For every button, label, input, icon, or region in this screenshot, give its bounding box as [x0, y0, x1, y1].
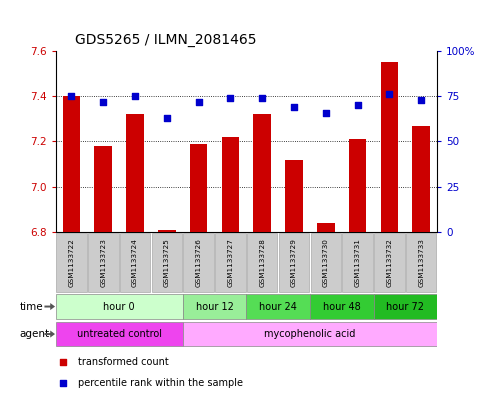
Point [290, 104, 298, 110]
Bar [190, 144, 207, 232]
Text: hour 48: hour 48 [323, 301, 361, 312]
Text: GSM1133724: GSM1133724 [132, 238, 138, 287]
Bar [279, 233, 309, 292]
Text: GSM1133731: GSM1133731 [355, 238, 361, 287]
Bar [317, 223, 335, 232]
Bar [342, 233, 373, 292]
Text: hour 72: hour 72 [386, 301, 425, 312]
Point [131, 93, 139, 99]
Bar [285, 160, 303, 232]
Text: GSM1133728: GSM1133728 [259, 238, 265, 287]
Text: untreated control: untreated control [77, 329, 162, 339]
Bar [56, 321, 183, 347]
Bar [311, 233, 341, 292]
Bar [412, 126, 430, 232]
Bar [88, 233, 118, 292]
Text: GSM1133729: GSM1133729 [291, 238, 297, 287]
Bar [254, 114, 271, 232]
Text: GSM1133723: GSM1133723 [100, 238, 106, 287]
Text: GSM1133732: GSM1133732 [386, 238, 392, 287]
Bar [349, 139, 367, 232]
Bar [183, 321, 437, 347]
Text: GSM1133733: GSM1133733 [418, 238, 424, 287]
Text: mycophenolic acid: mycophenolic acid [264, 329, 355, 339]
Point [99, 99, 107, 105]
Bar [152, 233, 182, 292]
Point [163, 115, 170, 121]
Bar [158, 230, 176, 232]
Bar [222, 137, 239, 232]
Point [322, 109, 330, 116]
Point [59, 380, 67, 386]
Bar [184, 233, 214, 292]
Point [258, 95, 266, 101]
Bar [247, 233, 278, 292]
Bar [374, 233, 405, 292]
Bar [310, 294, 373, 319]
Point [417, 97, 425, 103]
Bar [56, 233, 87, 292]
Point [59, 359, 67, 365]
Bar [381, 62, 398, 232]
Text: GSM1133726: GSM1133726 [196, 238, 201, 287]
Bar [406, 233, 437, 292]
Text: time: time [19, 301, 43, 312]
Bar [246, 294, 310, 319]
Text: GSM1133722: GSM1133722 [69, 238, 74, 287]
Point [385, 91, 393, 97]
Bar [120, 233, 150, 292]
Point [354, 102, 361, 108]
Text: agent: agent [19, 329, 49, 339]
Bar [126, 114, 144, 232]
Text: GSM1133725: GSM1133725 [164, 238, 170, 287]
Text: GSM1133730: GSM1133730 [323, 238, 329, 287]
Text: GSM1133727: GSM1133727 [227, 238, 233, 287]
Text: hour 12: hour 12 [196, 301, 233, 312]
Point [195, 99, 202, 105]
Point [68, 93, 75, 99]
Bar [56, 294, 183, 319]
Bar [95, 146, 112, 232]
Bar [373, 294, 437, 319]
Bar [215, 233, 246, 292]
Point [227, 95, 234, 101]
Bar [183, 294, 246, 319]
Text: GDS5265 / ILMN_2081465: GDS5265 / ILMN_2081465 [75, 33, 256, 47]
Text: transformed count: transformed count [78, 357, 169, 367]
Bar [63, 96, 80, 232]
Text: hour 0: hour 0 [103, 301, 135, 312]
Text: percentile rank within the sample: percentile rank within the sample [78, 378, 243, 388]
Text: hour 24: hour 24 [259, 301, 297, 312]
